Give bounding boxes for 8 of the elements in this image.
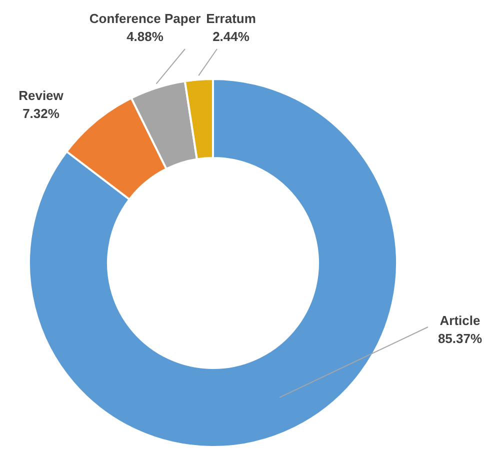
data-label: 85.37%: [438, 331, 482, 346]
data-label: 2.44%: [212, 29, 250, 44]
data-label: 7.32%: [22, 106, 60, 121]
slice-label: Article: [440, 313, 480, 328]
slice-label: Conference Paper: [89, 11, 201, 26]
slice-label: Erratum: [206, 11, 256, 26]
data-label: 4.88%: [126, 29, 164, 44]
slice-label: Review: [18, 88, 64, 103]
